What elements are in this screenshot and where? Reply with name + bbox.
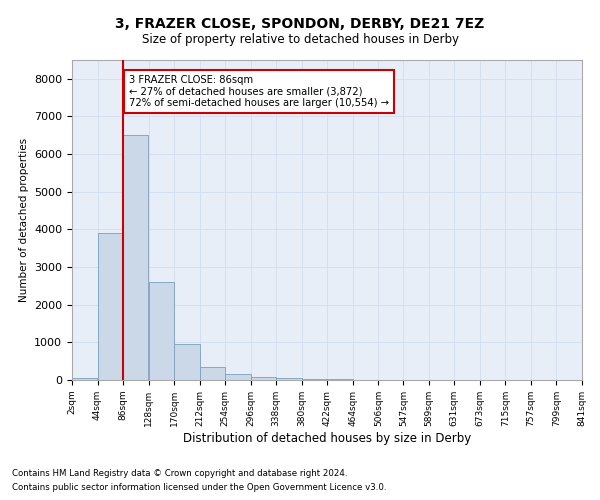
- Bar: [200, 367, 225, 380]
- Text: 3 FRAZER CLOSE: 86sqm
← 27% of detached houses are smaller (3,872)
72% of semi-d: 3 FRAZER CLOSE: 86sqm ← 27% of detached …: [128, 75, 389, 108]
- Y-axis label: Number of detached properties: Number of detached properties: [19, 138, 29, 302]
- Text: Size of property relative to detached houses in Derby: Size of property relative to detached ho…: [142, 32, 458, 46]
- Bar: [302, 379, 327, 380]
- Bar: [149, 282, 174, 380]
- Text: 3, FRAZER CLOSE, SPONDON, DERBY, DE21 7EZ: 3, FRAZER CLOSE, SPONDON, DERBY, DE21 7E…: [115, 18, 485, 32]
- Bar: [72, 378, 97, 380]
- Bar: [328, 379, 353, 380]
- Text: Contains public sector information licensed under the Open Government Licence v3: Contains public sector information licen…: [12, 484, 386, 492]
- Bar: [98, 233, 123, 380]
- Bar: [226, 374, 251, 380]
- Bar: [277, 378, 302, 380]
- X-axis label: Distribution of detached houses by size in Derby: Distribution of detached houses by size …: [183, 432, 471, 444]
- Bar: [123, 136, 148, 380]
- Bar: [251, 377, 276, 380]
- Bar: [174, 344, 200, 380]
- Text: Contains HM Land Registry data © Crown copyright and database right 2024.: Contains HM Land Registry data © Crown c…: [12, 468, 347, 477]
